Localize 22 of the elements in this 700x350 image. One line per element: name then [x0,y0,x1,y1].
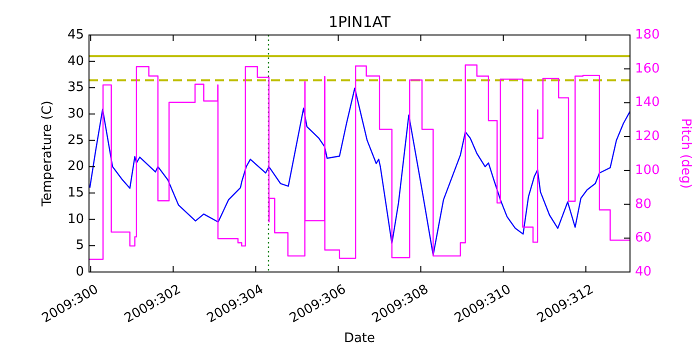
chart-title: 1PIN1AT [328,13,392,31]
y2-tick-label: 40 [635,264,652,280]
y-tick-label: 20 [67,159,84,174]
y-tick-label: 30 [67,106,84,122]
y-tick-label: 25 [67,132,84,148]
y-tick-label: 15 [67,186,84,200]
y2-tick-label: 160 [635,61,660,76]
y-tick-label: 35 [67,80,84,96]
y-tick-label: 5 [76,238,84,254]
y-tick-label: 0 [76,264,84,280]
y2-tick-label: 120 [635,129,660,144]
y2-tick-label: 60 [635,230,652,246]
x-axis-title: Date [344,331,376,346]
y-tick-label: 45 [67,28,84,42]
y-axis-title: Temperature (C) [40,100,55,208]
y-tick-label: 40 [67,54,84,69]
y2-tick-label: 140 [635,95,660,110]
y2-tick-label: 80 [635,196,652,212]
y2-axis-title: Pitch (deg) [678,118,693,189]
y2-tick-label: 180 [635,28,660,42]
y2-tick-label: 100 [635,162,660,178]
y-tick-label: 10 [67,212,84,227]
